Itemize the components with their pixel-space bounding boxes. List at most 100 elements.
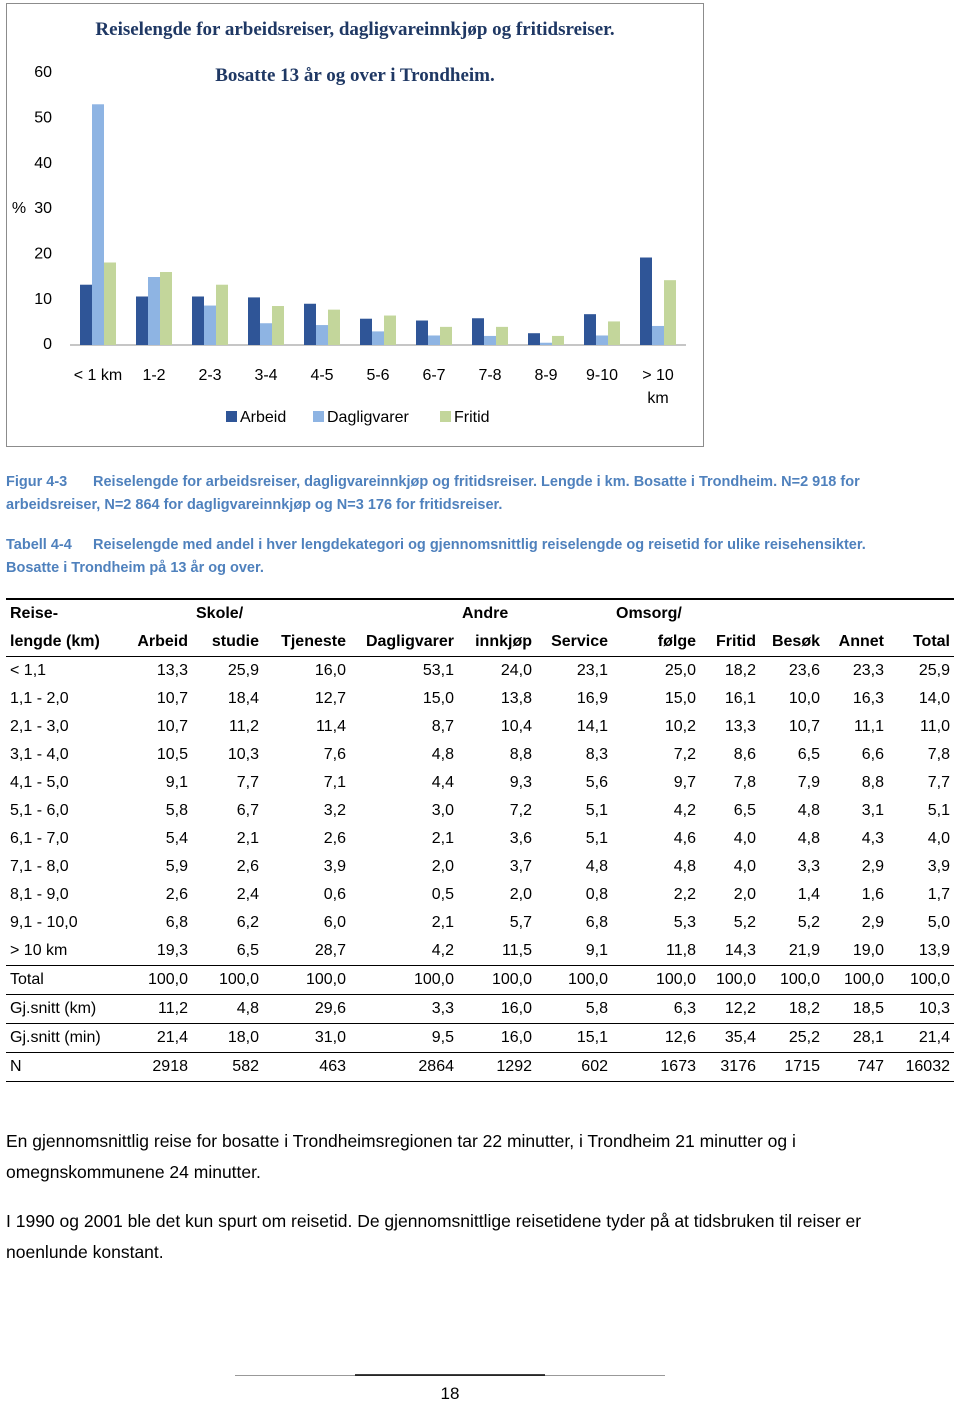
table-cell: 6,0: [323, 914, 346, 931]
table-cell: 53,1: [422, 662, 454, 679]
table-cell: 16,9: [576, 690, 608, 707]
table-cell: 2,0: [733, 886, 756, 903]
table-cell: 0,6: [323, 886, 346, 903]
table-cell: 5,7: [509, 914, 532, 931]
table-cell: 3,7: [509, 858, 532, 875]
table-cell: 9,1: [165, 774, 188, 791]
caption-text: Reiselengde for arbeidsreiser, dagligvar…: [6, 474, 860, 513]
bar: [104, 262, 116, 345]
table-cell: 15,0: [664, 690, 696, 707]
bar: [472, 318, 484, 345]
bar: [496, 326, 508, 345]
chart-frame: [6, 3, 704, 447]
table-cell: 16,1: [724, 690, 756, 707]
column-header: Service: [536, 628, 612, 657]
table-cell: 5,8: [165, 802, 188, 819]
table-cell: > 10 km: [6, 937, 126, 966]
column-header-top: [263, 598, 350, 628]
bar: [272, 306, 284, 345]
table-cell: 6,7: [236, 802, 259, 819]
x-tick-label: 4-5: [310, 367, 334, 384]
column-header: følge: [612, 628, 700, 657]
table-cell: 5,8: [536, 994, 612, 1024]
bar: [528, 333, 540, 345]
table-cell: 12,6: [612, 1023, 700, 1053]
table-cell: 100,0: [824, 965, 888, 995]
table-cell: 14,3: [700, 937, 760, 966]
table-cell: 25,0: [664, 662, 696, 679]
table-cell: 10,7: [788, 718, 820, 735]
table-cell: 100,0: [458, 965, 536, 995]
table-cell: 2,6: [323, 830, 346, 847]
table-cell: 4,8: [797, 830, 820, 847]
table-cell: 6,2: [236, 914, 259, 931]
table-cell: 4,8: [192, 994, 263, 1024]
table-cell: 13,9: [888, 937, 954, 966]
bar: [440, 326, 452, 345]
table-cell: 100,0: [888, 965, 954, 995]
bar: [192, 296, 204, 345]
table-row: 3,1 - 4,0 10,5 10,3 7,6 4,8 8,8 8,3 7,2 8,6 6,5 6,…: [6, 741, 954, 769]
table-cell: 11,0: [920, 718, 950, 735]
table-cell: 100,0: [126, 965, 192, 995]
table-cell: Gj.snitt (km): [6, 994, 126, 1024]
table-cell: 8,6: [733, 746, 756, 763]
table-cell: 7,7: [236, 774, 259, 791]
y-axis-label: %: [12, 200, 26, 217]
table-cell: 5,3: [673, 914, 696, 931]
paragraph: I 1990 og 2001 ble det kun spurt om reis…: [6, 1211, 862, 1262]
table-cell: 2,0: [509, 886, 532, 903]
table-cell: 4,2: [673, 802, 696, 819]
table-cell: 15,0: [422, 690, 454, 707]
column-header-top: [888, 598, 954, 628]
y-tick-label: 50: [34, 110, 52, 127]
table-cell: 6,1 - 7,0: [10, 830, 69, 847]
table-cell: 4,8: [673, 858, 696, 875]
table-cell: 1,1 - 2,0: [10, 690, 69, 707]
table-cell: 10,7: [156, 690, 188, 707]
table-cell: 19,0: [824, 937, 888, 966]
table-cell: 13,8: [500, 690, 532, 707]
legend-label: Dagligvarer: [327, 409, 409, 426]
legend-swatch: [313, 411, 324, 422]
table-cell: 16,0: [458, 1023, 536, 1053]
table-cell: 4,0: [927, 830, 950, 847]
table-cell: 35,4: [700, 1023, 760, 1053]
table-cell: 18,4: [227, 690, 259, 707]
bar: [428, 335, 440, 345]
table-cell: 7,1: [323, 774, 346, 791]
table-cell: 4,8: [431, 746, 454, 763]
column-header-top: [126, 598, 192, 628]
y-tick-label: 10: [34, 291, 52, 308]
table-cell: 3,1 - 4,0: [10, 746, 69, 763]
table-cell: 25,9: [227, 662, 259, 679]
table-cell: 9,7: [673, 774, 696, 791]
chart: % 0 10 20 30 40 50 60 Arbeid Dagligvarer Fritid R…: [0, 0, 960, 450]
table-cell: 9,1 - 10,0: [10, 914, 78, 931]
table-cell: 4,4: [431, 774, 454, 791]
table-cell: 100,0: [612, 965, 700, 995]
table-row: 1,1 - 2,0 10,7 18,4 12,7 15,0 13,8 16,9 15,0 16,…: [6, 685, 954, 713]
bar: [304, 303, 316, 345]
column-header: Arbeid: [126, 628, 192, 657]
table-cell: 3,9: [927, 858, 950, 875]
y-tick-label: 0: [43, 336, 52, 353]
table-cell: 21,4: [126, 1023, 192, 1053]
y-tick-label: 60: [34, 64, 52, 81]
table-cell: N: [6, 1052, 126, 1082]
bar: [316, 325, 328, 345]
table-cell: 6,8: [585, 914, 608, 931]
bar: [204, 305, 216, 345]
table-cell: 5,1 - 6,0: [10, 802, 69, 819]
table-cell: 5,1: [585, 802, 608, 819]
table-cell: 6,8: [165, 914, 188, 931]
x-tick-label: 9-10: [585, 367, 619, 384]
table-cell: 10,0: [788, 690, 820, 707]
table-cell: 2918: [126, 1052, 192, 1082]
table-cell: 11,2: [126, 994, 192, 1024]
table-row: 4,1 - 5,0 9,1 7,7 7,1 4,4 9,3 5,6 9,7 7,8 7,9 8,8 7…: [6, 769, 954, 797]
table-row: 2,1 - 3,0 10,7 11,2 11,4 8,7 10,4 14,1 10,2 13,3…: [6, 713, 954, 741]
x-tick-label: 5-6: [366, 367, 390, 384]
table-cell: 13,3: [724, 718, 756, 735]
table-cell: 11,1: [854, 718, 884, 735]
